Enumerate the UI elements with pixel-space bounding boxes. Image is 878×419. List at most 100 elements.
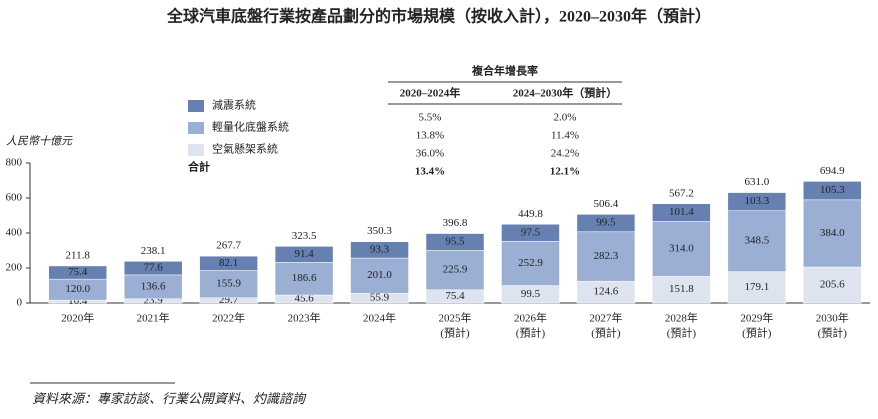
legend-label: 合計 [188,160,210,174]
legend-swatch [188,122,204,134]
value-label: 179.1 [744,281,769,293]
value-label: 384.0 [820,227,845,239]
bar-segment [576,231,636,282]
x-tick-label: 2028年 [665,311,698,325]
bar-segment [727,271,787,304]
x-tick-label: 2026年 [514,311,547,325]
chart-title: 全球汽車底盤行業按產品劃分的市場規模（按收入計），2020–2030年（預計） [166,7,711,26]
bar-segment [501,241,560,286]
value-label: 55.9 [370,292,390,304]
value-label: 155.9 [216,278,241,290]
y-tick-label: 600 [6,192,23,204]
total-label: 567.2 [669,187,694,199]
bar-segment [274,246,334,263]
legend-label: 輕量化底盤系統 [212,120,289,134]
bar-segment [425,233,485,251]
value-label: 93.3 [370,243,390,255]
y-tick-label: 400 [6,227,23,239]
bar-segment [727,210,787,272]
table-cell: 36.0% [416,148,444,160]
x-tick-label: 2023年 [288,311,321,325]
bar-segment [727,192,787,211]
source: 資料來源：專家訪談、行業公開資料、灼識諮詢 [32,391,307,406]
value-label: 101.4 [669,206,694,218]
value-label: 120.0 [65,283,90,295]
value-label: 77.6 [144,262,164,274]
table-header: 2024–2030年（預計） [513,86,618,100]
x-tick-label: 2021年 [137,311,170,325]
y-tick-label: 0 [17,297,23,309]
x-tick-label: 2027年 [589,311,622,325]
value-label: 75.4 [68,266,88,278]
total-label: 323.5 [292,230,317,242]
x-tick-sublabel: (預計) [591,326,621,340]
bar-segment [576,214,636,233]
value-label: 99.5 [521,288,541,300]
bar-segment [652,221,711,277]
x-tick-sublabel: (預計) [516,326,546,340]
value-label: 75.4 [445,290,465,302]
value-label: 348.5 [744,235,769,247]
value-label: 103.3 [744,195,769,207]
table-header: 2020–2024年 [400,86,461,100]
legend-label: 空氣懸架系統 [212,142,278,156]
value-label: 252.9 [518,257,543,269]
x-tick-label: 2030年 [816,311,849,325]
table-cell: 13.4% [415,166,445,178]
table-cell: 5.5% [419,112,442,124]
x-tick-sublabel: (預計) [667,326,697,340]
legend-label: 減震系統 [212,98,256,112]
value-label: 91.4 [294,248,314,260]
x-tick-label: 2029年 [740,311,773,325]
value-label: 201.0 [367,269,392,281]
y-tick-label: 200 [6,262,23,274]
total-label: 396.8 [443,217,468,229]
legend-swatch [188,144,204,156]
x-tick-label: 2020年 [61,311,94,325]
table-title: 複合年增長率 [471,64,538,78]
bar-segment [199,255,258,271]
table-cell: 13.8% [416,130,444,142]
bar-segment [350,241,409,259]
value-label: 45.6 [294,293,314,305]
value-label: 136.6 [141,280,166,292]
table-cell: 2.0% [554,112,577,124]
bar-segment [48,265,107,280]
x-tick-label: 2022年 [212,311,245,325]
table-cell: 24.2% [551,148,579,160]
total-label: 631.0 [744,176,769,188]
bar-segment [199,270,258,299]
bar-segment [350,257,409,294]
value-label: 282.3 [594,250,619,262]
legend-swatch [188,100,204,112]
bar-segment [803,181,862,201]
value-label: 186.6 [292,272,317,284]
y-tick-label: 800 [6,157,23,169]
total-label: 267.7 [216,240,241,252]
bar-segment [652,276,711,304]
total-label: 238.1 [141,245,166,257]
bar-segment [274,262,334,296]
value-label: 99.5 [596,217,616,229]
value-label: 97.5 [521,226,541,238]
total-label: 506.4 [594,198,619,210]
total-label: 449.8 [518,208,543,220]
bar-segment [123,261,183,276]
y-axis-label: 人民幣十億元 [6,135,73,148]
bar-segment [425,250,485,291]
x-tick-label: 2025年 [439,311,472,325]
value-label: 314.0 [669,242,694,254]
bar-segment [501,224,560,242]
total-label: 350.3 [367,225,392,237]
total-label: 211.8 [66,249,91,261]
value-label: 225.9 [443,264,468,276]
value-label: 95.5 [445,235,465,247]
x-tick-sublabel: (預計) [742,326,772,340]
value-label: 105.3 [820,184,845,196]
table-cell: 11.4% [551,130,579,142]
value-label: 124.6 [594,286,619,298]
value-label: 82.1 [219,257,238,269]
x-tick-sublabel: (預計) [440,326,470,340]
value-label: 205.6 [820,279,845,291]
